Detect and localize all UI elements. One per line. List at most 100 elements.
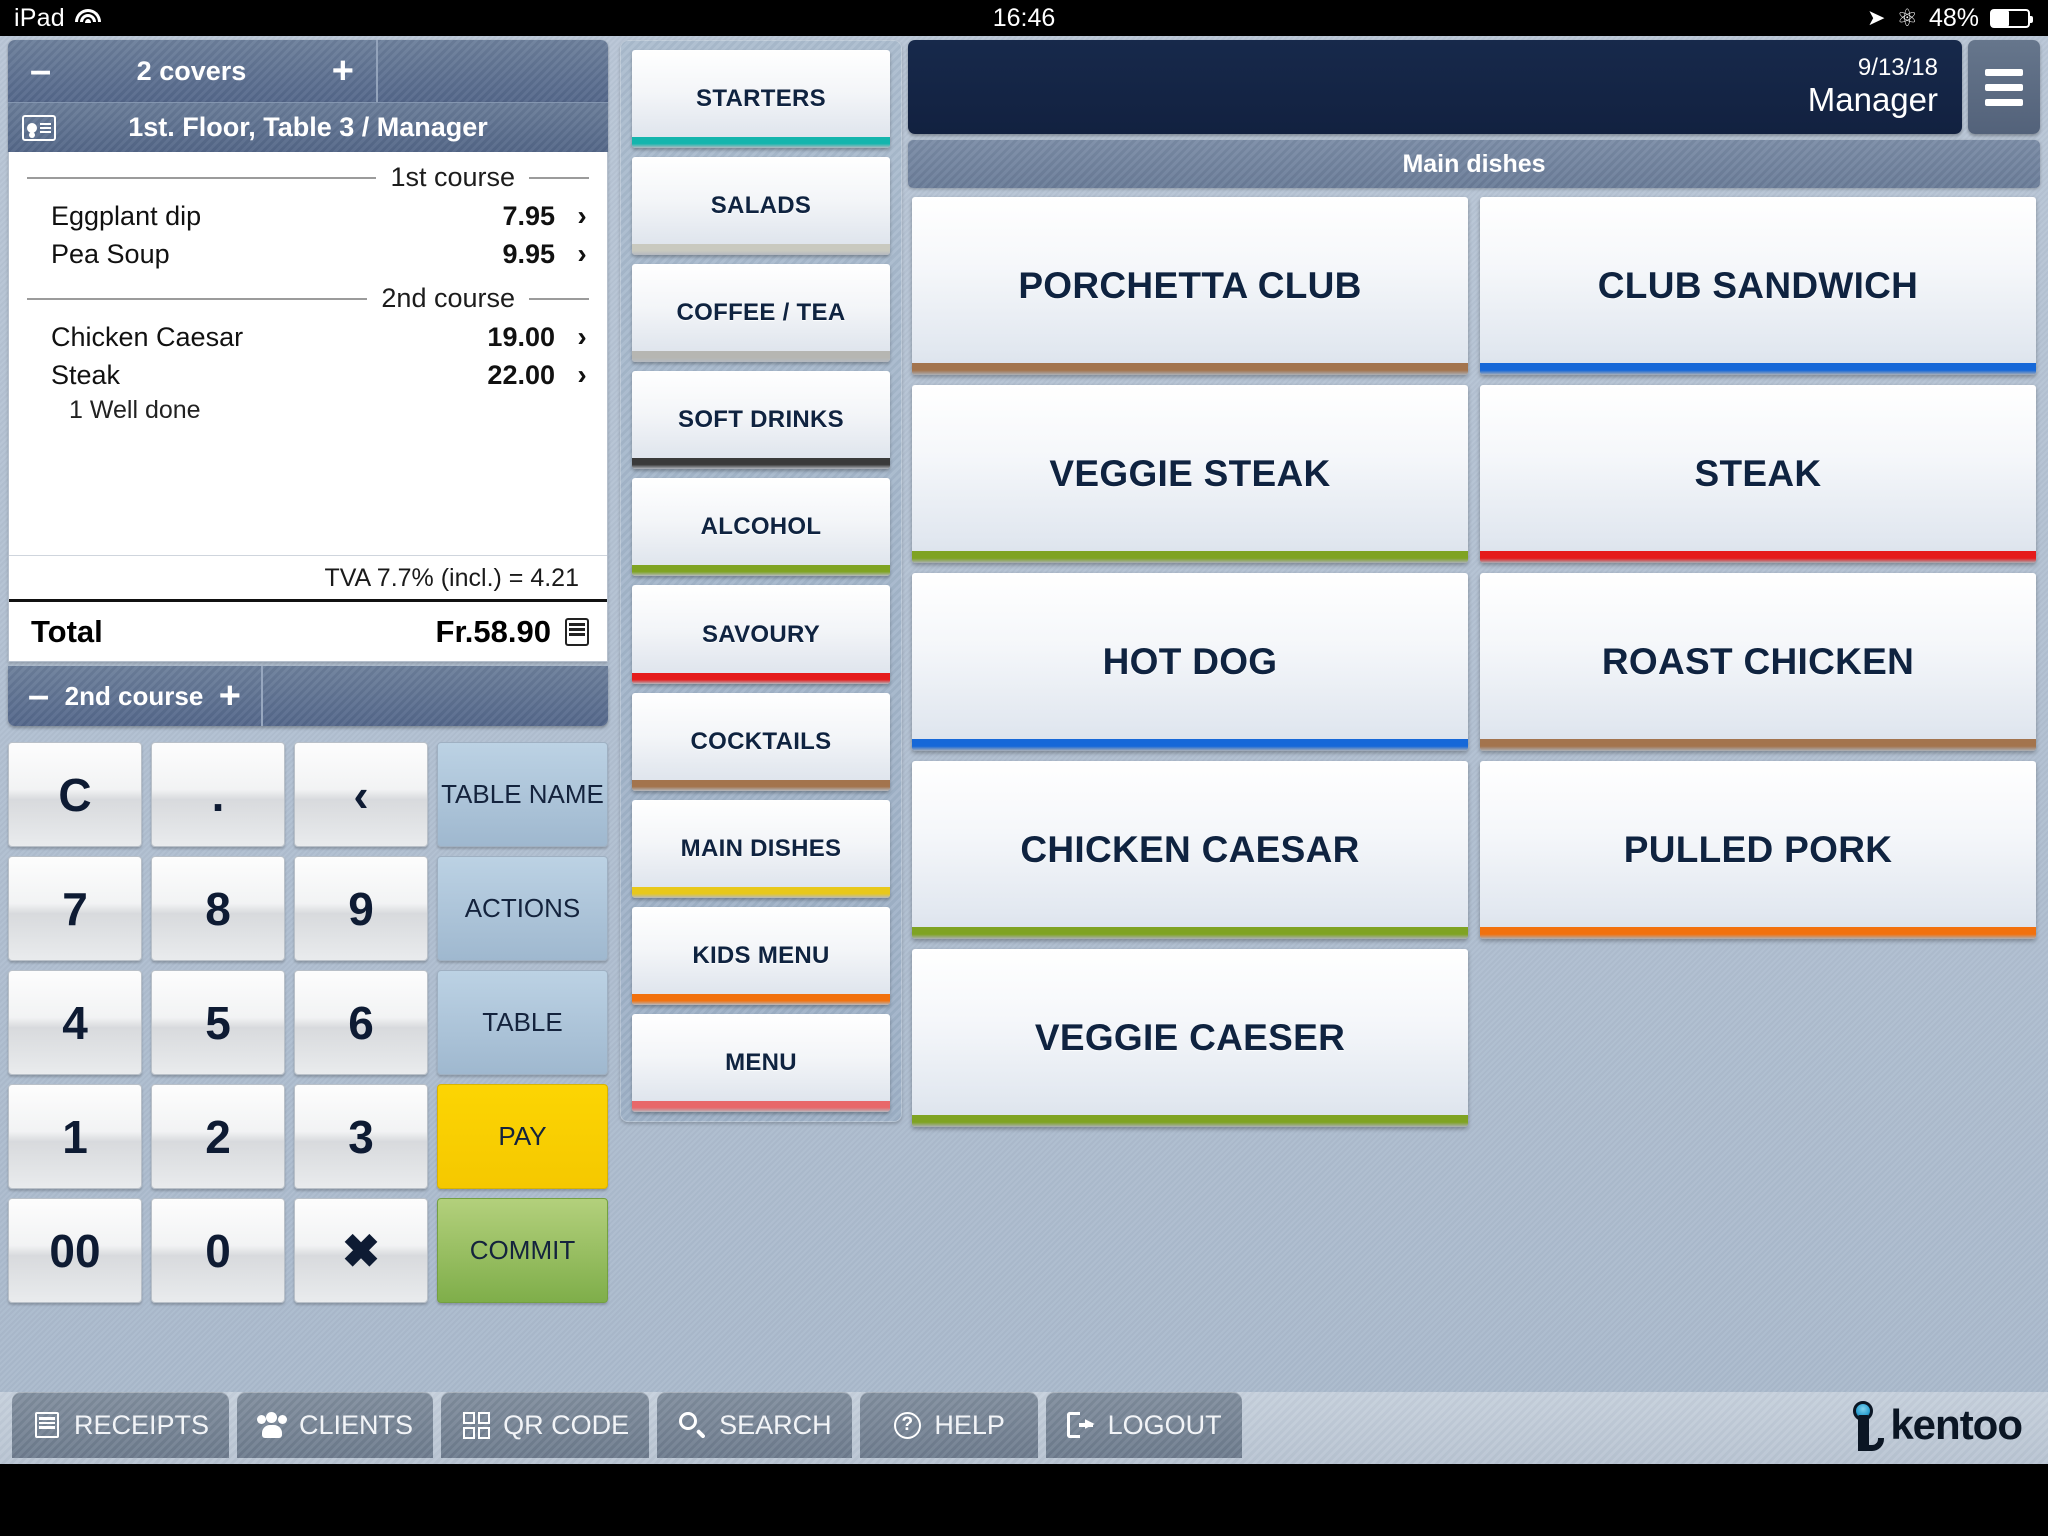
category-label: COCKTAILS (690, 727, 832, 755)
covers-decrement-button[interactable]: – (30, 50, 52, 92)
category-coffee-tea[interactable]: COFFEE / TEA (632, 264, 890, 363)
category-alcohol[interactable]: ALCOHOL (632, 478, 890, 577)
category-soft-drinks[interactable]: SOFT DRINKS (632, 371, 890, 470)
keypad-key-8[interactable]: 8 (151, 856, 285, 961)
status-bar-right: ➤ ⚛ 48% (1867, 4, 2048, 33)
product-steak[interactable]: STEAK (1480, 385, 2036, 563)
qr-code-button[interactable]: QR CODE (441, 1392, 649, 1458)
item-name: Eggplant dip (51, 200, 202, 231)
keypad-key-00[interactable]: 00 (8, 1198, 142, 1303)
category-label: SALADS (710, 192, 812, 220)
item-modifier-note: 1 Well done (69, 396, 201, 424)
table-name-button[interactable]: TABLE NAME (437, 742, 608, 847)
chevron-right-icon[interactable]: › (577, 321, 587, 352)
pay-button[interactable]: PAY (437, 1084, 608, 1189)
order-line-item[interactable]: Steak 22.00 › (9, 356, 607, 394)
product-accent-bar (912, 551, 1468, 563)
product-accent-bar (912, 739, 1468, 751)
separator-line (27, 297, 368, 300)
product-accent-bar (1480, 927, 2036, 939)
keypad-key-[interactable]: ‹ (294, 742, 428, 847)
product-porchetta-club[interactable]: PORCHETTA CLUB (912, 197, 1468, 375)
item-name: Chicken Caesar (51, 321, 244, 352)
order-line-item[interactable]: Pea Soup 9.95 › (9, 235, 607, 273)
order-line-item[interactable]: Eggplant dip 7.95 › (9, 197, 607, 235)
product-label: CLUB SANDWICH (1597, 265, 1919, 306)
keypad-key-4[interactable]: 4 (8, 970, 142, 1075)
help-icon: ? (892, 1410, 922, 1440)
category-accent-bar (632, 993, 890, 1005)
keypad-key-[interactable]: . (151, 742, 285, 847)
user-info-box[interactable]: 9/13/18 Manager (908, 40, 1962, 134)
product-veggie-steak[interactable]: VEGGIE STEAK (912, 385, 1468, 563)
keypad-key-C[interactable]: C (8, 742, 142, 847)
product-hot-dog[interactable]: HOT DOG (912, 573, 1468, 751)
keypad-key-7[interactable]: 7 (8, 856, 142, 961)
product-grid: PORCHETTA CLUB CLUB SANDWICH VEGGIE STEAK S… (908, 197, 2040, 1127)
product-label: STEAK (1694, 453, 1822, 494)
product-club-sandwich[interactable]: CLUB SANDWICH (1480, 197, 2036, 375)
product-pulled-pork[interactable]: PULLED PORK (1480, 761, 2036, 939)
product-roast-chicken[interactable]: ROAST CHICKEN (1480, 573, 2036, 751)
chevron-right-icon[interactable]: › (577, 238, 587, 269)
toolbar-button-label: RECEIPTS (74, 1409, 210, 1440)
logout-button[interactable]: LOGOUT (1046, 1392, 1242, 1458)
logout-icon (1066, 1410, 1096, 1440)
clients-button[interactable]: CLIENTS (237, 1392, 433, 1458)
covers-stepper[interactable]: – 2 covers + (8, 40, 378, 102)
section-title: Main dishes (908, 140, 2040, 188)
table-header[interactable]: 1st. Floor, Table 3 / Manager (8, 102, 608, 152)
keypad-key-[interactable]: ✖ (294, 1198, 428, 1303)
item-price: 19.00 (487, 321, 555, 352)
course-separator: 2nd course (9, 273, 607, 318)
covers-increment-button[interactable]: + (331, 50, 354, 92)
keypad-key-1[interactable]: 1 (8, 1084, 142, 1189)
chevron-right-icon[interactable]: › (577, 359, 587, 390)
keypad-key-3[interactable]: 3 (294, 1084, 428, 1189)
chevron-right-icon[interactable]: › (577, 200, 587, 231)
product-label: VEGGIE CAESER (1034, 1017, 1346, 1058)
product-label: CHICKEN CAESAR (1020, 829, 1360, 870)
category-accent-bar (632, 244, 890, 256)
product-accent-bar (1480, 739, 2036, 751)
product-accent-bar (912, 927, 1468, 939)
product-accent-bar (912, 363, 1468, 375)
receipts-button[interactable]: RECEIPTS (12, 1392, 229, 1458)
category-kids-menu[interactable]: KIDS MENU (632, 906, 890, 1005)
help-button[interactable]: ? HELP (860, 1392, 1038, 1458)
product-label: VEGGIE STEAK (1049, 453, 1331, 494)
category-accent-bar (632, 137, 890, 149)
keypad-key-6[interactable]: 6 (294, 970, 428, 1075)
product-chicken-caesar[interactable]: CHICKEN CAESAR (912, 761, 1468, 939)
bottom-toolbar: RECEIPTS CLIENTS QR CODE SEARCH? HELP LOGOUT … (0, 1392, 2048, 1464)
order-line-item[interactable]: Chicken Caesar 19.00 › (9, 318, 607, 356)
keypad-key-0[interactable]: 0 (151, 1198, 285, 1303)
contact-card-icon[interactable] (22, 114, 56, 141)
tva-row: TVA 7.7% (incl.) = 4.21 (9, 555, 607, 599)
actions-button[interactable]: ACTIONS (437, 856, 608, 961)
product-veggie-caeser[interactable]: VEGGIE CAESER (912, 949, 1468, 1127)
category-starters[interactable]: STARTERS (632, 50, 890, 149)
toolbar-button-label: QR CODE (503, 1409, 630, 1440)
hamburger-menu-icon[interactable] (1968, 40, 2040, 134)
category-main-dishes[interactable]: MAIN DISHES (632, 799, 890, 898)
course-stepper[interactable]: – 2nd course + (8, 666, 263, 726)
commit-button[interactable]: COMMIT (437, 1198, 608, 1303)
calculator-icon[interactable] (565, 617, 589, 646)
table-button[interactable]: TABLE (437, 970, 608, 1075)
category-menu[interactable]: MENU (632, 1013, 890, 1112)
search-icon (677, 1410, 707, 1440)
course-increment-button[interactable]: + (218, 675, 241, 717)
keypad-key-9[interactable]: 9 (294, 856, 428, 961)
search-button[interactable]: SEARCH (657, 1392, 852, 1458)
category-cocktails[interactable]: COCKTAILS (632, 692, 890, 791)
category-label: COFFEE / TEA (676, 299, 846, 327)
receipt-icon (32, 1410, 62, 1440)
covers-bar-filler (378, 40, 608, 102)
category-savoury[interactable]: SAVOURY (632, 585, 890, 684)
course-decrement-button[interactable]: – (28, 675, 50, 717)
category-list: STARTERS SALADS COFFEE / TEA SOFT DRINKS ALC… (620, 40, 902, 1122)
keypad-key-2[interactable]: 2 (151, 1084, 285, 1189)
category-salads[interactable]: SALADS (632, 157, 890, 256)
keypad-key-5[interactable]: 5 (151, 970, 285, 1075)
